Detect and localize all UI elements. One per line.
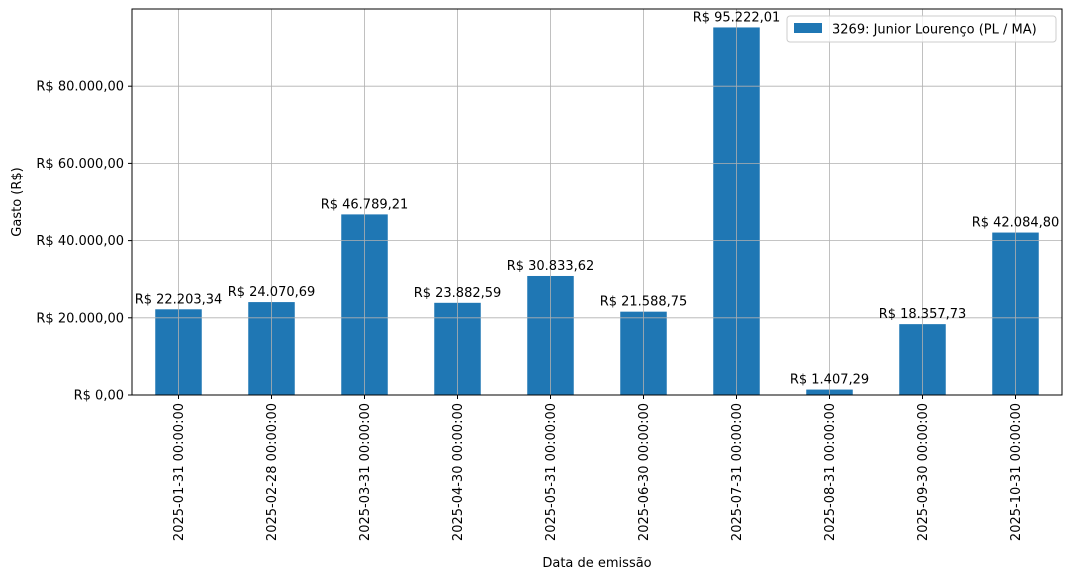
bar-value-label: R$ 22.203,34: [135, 292, 223, 307]
plot-frame: [131, 8, 1063, 396]
bars: [155, 27, 1039, 395]
data-labels: R$ 22.203,34 R$ 24.070,69 R$ 46.789,21 R$ 2…: [135, 10, 1060, 387]
bar-value-label: R$ 30.833,62: [507, 259, 595, 274]
x-tick-label: 2025-04-30 00:00:00: [451, 403, 466, 541]
y-tick-label: R$ 20.000,00: [36, 311, 124, 326]
x-tick-label: 2025-10-31 00:00:00: [1009, 403, 1024, 541]
axes: [131, 8, 1063, 396]
bar-value-label: R$ 42.084,80: [972, 216, 1060, 231]
x-tick-label: 2025-05-31 00:00:00: [544, 403, 559, 541]
bar-value-label: R$ 46.789,21: [321, 197, 409, 212]
bar-value-label: R$ 21.588,75: [600, 295, 688, 310]
legend-box: [786, 15, 1057, 43]
bar-value-label: R$ 18.357,73: [879, 307, 967, 322]
bar-value-label: R$ 23.882,59: [414, 286, 502, 301]
x-tick-label: 2025-08-31 00:00:00: [823, 403, 838, 541]
y-ticks: R$ 0,00 R$ 20.000,00 R$ 40.000,00 R$ 60.000…: [36, 80, 132, 404]
legend: 3269: Junior Lourenço (PL / MA): [786, 15, 1057, 43]
y-tick-label: R$ 40.000,00: [36, 234, 124, 249]
x-tick-label: 2025-07-31 00:00:00: [730, 403, 745, 541]
legend-entry: 3269: Junior Lourenço (PL / MA): [832, 23, 1037, 38]
bar-value-label: R$ 24.070,69: [228, 285, 316, 300]
x-tick-label: 2025-09-30 00:00:00: [916, 403, 931, 541]
x-tick-label: 2025-02-28 00:00:00: [265, 403, 280, 541]
y-tick-label: R$ 80.000,00: [36, 80, 124, 95]
legend-swatch: [794, 23, 822, 33]
x-tick-label: 2025-03-31 00:00:00: [358, 403, 373, 541]
y-tick-label: R$ 60.000,00: [36, 157, 124, 172]
x-ticks: 2025-01-31 00:00:00 2025-02-28 00:00:00 20…: [172, 395, 1024, 541]
y-tick-label: R$ 0,00: [74, 389, 124, 404]
y-axis-label: Gasto (R$): [10, 167, 25, 236]
x-axis-label: Data de emissão: [542, 556, 651, 571]
bar-value-label: R$ 1.407,29: [790, 373, 869, 388]
x-tick-label: 2025-06-30 00:00:00: [637, 403, 652, 541]
bar-value-label: R$ 95.222,01: [693, 10, 781, 25]
x-tick-label: 2025-01-31 00:00:00: [172, 403, 187, 541]
